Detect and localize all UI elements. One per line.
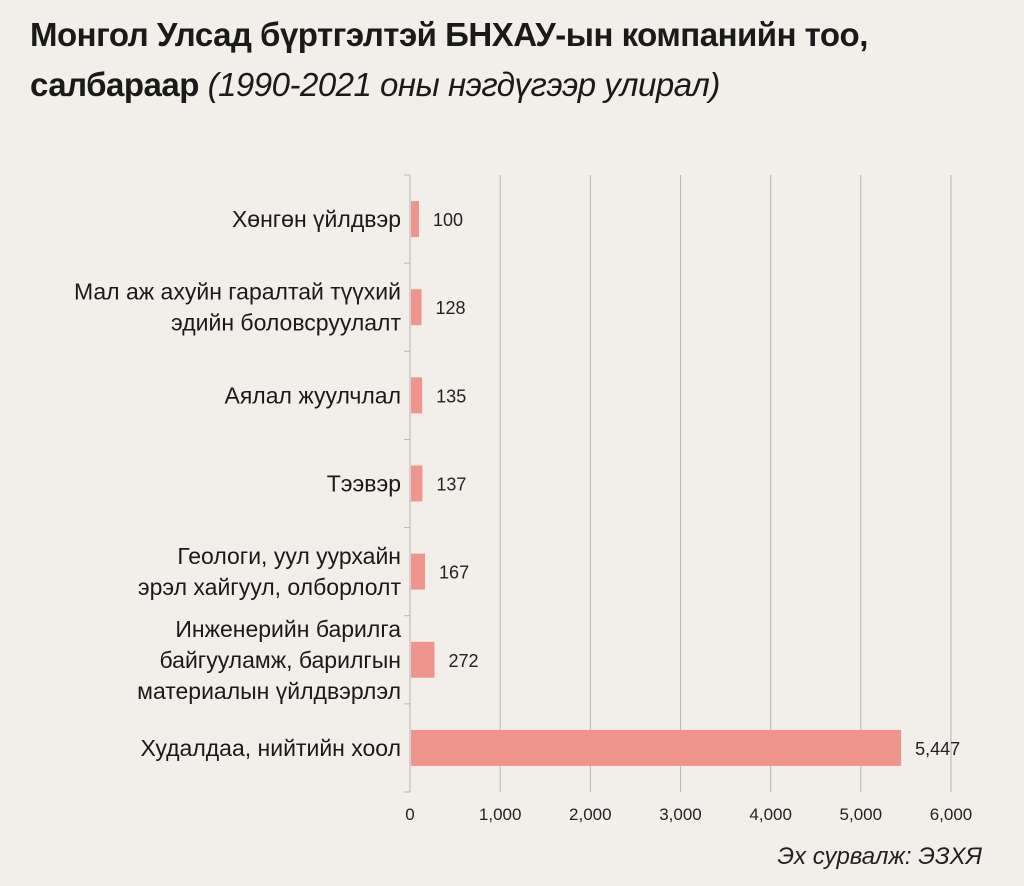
category-label: Аялал жуулчлал (225, 382, 402, 408)
category-label: Хөнгөн үйлдвэр (232, 206, 401, 232)
title-line-2: салбараар (1990-2021 оны нэгдүгээр улира… (30, 60, 1010, 110)
category-label: Геологи, уул уурхайн (177, 543, 401, 569)
x-tick-label: 1,000 (479, 805, 522, 824)
chart-subtitle: (1990-2021 оны нэгдүгээр улирал) (207, 66, 721, 103)
title-line-2-main: салбараар (30, 66, 199, 103)
x-tick-label: 5,000 (840, 805, 883, 824)
category-label: эрэл хайгуул, олборлолт (138, 574, 402, 600)
bar (411, 289, 422, 326)
category-label: Худалдаа, нийтийн хоол (141, 735, 401, 761)
category-label: Мал аж ахуйн гаралтай түүхий (74, 279, 401, 305)
data-label: 167 (439, 563, 469, 583)
bar (411, 553, 426, 590)
source-note: Эх сурвалж: ЭЗХЯ (777, 843, 982, 870)
data-label: 100 (433, 210, 463, 230)
category-label: Тээвэр (327, 471, 401, 497)
category-label: байгууламж, барилгын (160, 647, 401, 673)
x-tick-label: 3,000 (659, 805, 702, 824)
bar (411, 377, 423, 414)
x-tick-label: 6,000 (930, 805, 973, 824)
data-label: 128 (436, 298, 466, 318)
category-label: Инженерийн барилга (175, 616, 401, 642)
data-label: 135 (436, 386, 466, 406)
bar (411, 465, 423, 502)
data-label: 272 (449, 651, 479, 671)
bar (411, 641, 435, 678)
bar (411, 201, 420, 238)
x-tick-label: 4,000 (749, 805, 792, 824)
data-label: 5,447 (915, 739, 960, 759)
data-label: 137 (436, 475, 466, 495)
x-tick-label: 0 (405, 805, 414, 824)
x-tick-label: 2,000 (569, 805, 612, 824)
bar (411, 729, 902, 766)
chart-title: Монгол Улсад бүртгэлтэй БНХАУ-ын компани… (30, 10, 1010, 110)
category-label: материалын үйлдвэрлэл (137, 678, 401, 704)
category-label: эдийн боловсруулалт (171, 310, 401, 336)
title-line-1: Монгол Улсад бүртгэлтэй БНХАУ-ын компани… (30, 16, 868, 53)
